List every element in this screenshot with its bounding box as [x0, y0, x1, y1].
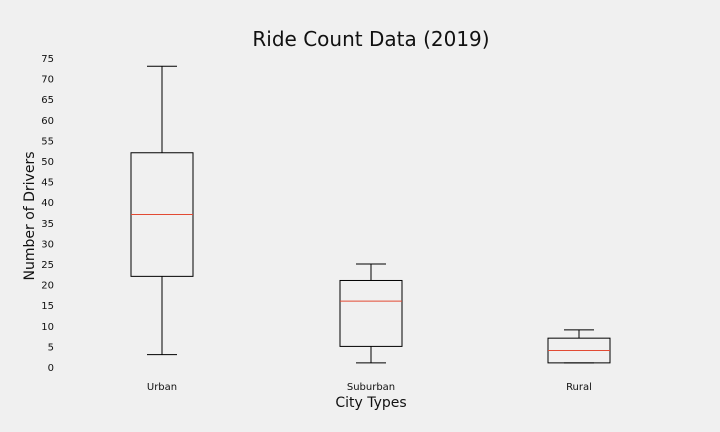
box-plot-rural: [547, 329, 611, 364]
y-tick-label: 60: [41, 116, 54, 127]
y-tick-label: 30: [41, 239, 54, 250]
x-tick-label: Suburban: [347, 382, 395, 393]
y-tick-label: 45: [41, 178, 54, 189]
y-tick-label: 75: [41, 54, 54, 65]
x-tick-label: Urban: [147, 382, 177, 393]
box-plot-urban: [130, 65, 194, 356]
y-tick-label: 0: [48, 363, 54, 374]
box-series: [130, 65, 611, 364]
iqr-box: [339, 279, 403, 347]
y-axis-label: Number of Drivers: [22, 151, 38, 280]
y-tick-label: 15: [41, 301, 54, 312]
y-tick-label: 5: [48, 342, 54, 353]
y-tick-label: 10: [41, 322, 54, 333]
x-axis-tick-labels: Urban Suburban Rural: [147, 382, 592, 393]
y-axis-ticks: 0 5 10 15 20 25 30 35 40 45 50 55 60 65 70 75: [41, 54, 54, 374]
y-tick-label: 35: [41, 219, 54, 230]
x-axis-label: City Types: [335, 395, 406, 411]
chart-title: Ride Count Data (2019): [252, 27, 489, 51]
box-plot-suburban: [339, 263, 403, 364]
y-tick-label: 25: [41, 260, 54, 271]
y-tick-label: 20: [41, 281, 54, 292]
y-tick-label: 70: [41, 75, 54, 86]
x-tick-label: Rural: [566, 382, 592, 393]
y-tick-label: 40: [41, 198, 54, 209]
y-tick-label: 50: [41, 157, 54, 168]
y-tick-label: 55: [41, 136, 54, 147]
y-tick-label: 65: [41, 95, 54, 106]
